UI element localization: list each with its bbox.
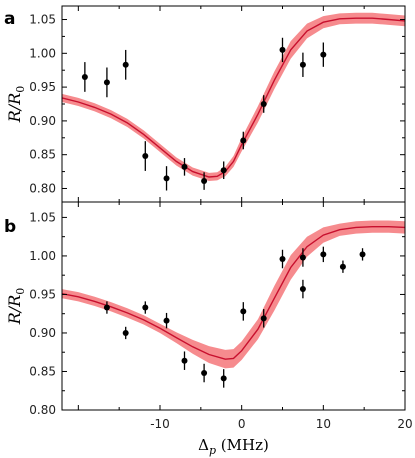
y-tick-label: 1.05 (29, 210, 56, 224)
data-point (260, 315, 267, 322)
data-point (320, 251, 327, 258)
data-point (279, 46, 286, 53)
y-tick-label: 0.90 (29, 326, 56, 340)
y-axis-title: R/R0 (5, 288, 27, 325)
y-tick-label: 1.00 (29, 249, 56, 263)
y-tick-label: 0.80 (29, 181, 56, 195)
fit-confidence-band (62, 12, 405, 181)
data-point (201, 178, 208, 185)
panel-b: 0.80 0.85 0.90 0.95 1.00 1.05 -10 0 10 20 Δp (MHz)… (4, 201, 413, 457)
panel-a: 0.80 0.85 0.90 0.95 1.00 1.05 R/R0 a (4, 5, 406, 203)
data-point (220, 167, 227, 174)
plot-frame (61, 201, 406, 411)
plot-area (62, 220, 405, 388)
data-point (299, 61, 306, 68)
y-tick-label: 0.95 (29, 287, 56, 301)
data-point (181, 357, 188, 364)
x-tick-label: 10 (316, 417, 331, 431)
data-point (339, 263, 346, 270)
data-point (122, 61, 129, 68)
data-point (220, 375, 227, 382)
data-point (142, 304, 149, 311)
y-tick-label: 0.80 (29, 403, 56, 417)
data-point (122, 329, 129, 336)
data-point (359, 251, 366, 258)
data-point (240, 137, 247, 144)
y-tick-label: 0.85 (29, 364, 56, 378)
x-tick-label: 20 (397, 417, 412, 431)
data-point (299, 254, 306, 261)
fit-curve (62, 226, 405, 360)
x-tick-label: -10 (150, 417, 170, 431)
data-point (103, 304, 110, 311)
y-tick-label: 0.90 (29, 114, 56, 128)
plot-area (62, 12, 405, 191)
y-tick-label: 0.85 (29, 148, 56, 162)
data-point (142, 153, 149, 160)
y-tick-label: 1.05 (29, 13, 56, 27)
data-point (201, 370, 208, 377)
data-point (240, 308, 247, 315)
data-point (299, 286, 306, 293)
y-tick-label: 1.00 (29, 46, 56, 60)
panel-label: a (4, 9, 15, 29)
y-axis-title: R/R0 (5, 86, 27, 123)
fit-curve (62, 17, 405, 178)
data-point (103, 79, 110, 86)
y-tick-label: 0.95 (29, 80, 56, 94)
x-tick-label: 0 (238, 417, 246, 431)
data-point (279, 256, 286, 263)
data-point (260, 101, 267, 107)
panel-label: b (4, 217, 16, 237)
data-point (181, 163, 188, 170)
data-point (163, 317, 170, 324)
x-axis-title: Δp (MHz) (198, 436, 269, 457)
data-point (320, 51, 327, 58)
data-point (81, 73, 88, 80)
data-point (163, 175, 170, 182)
